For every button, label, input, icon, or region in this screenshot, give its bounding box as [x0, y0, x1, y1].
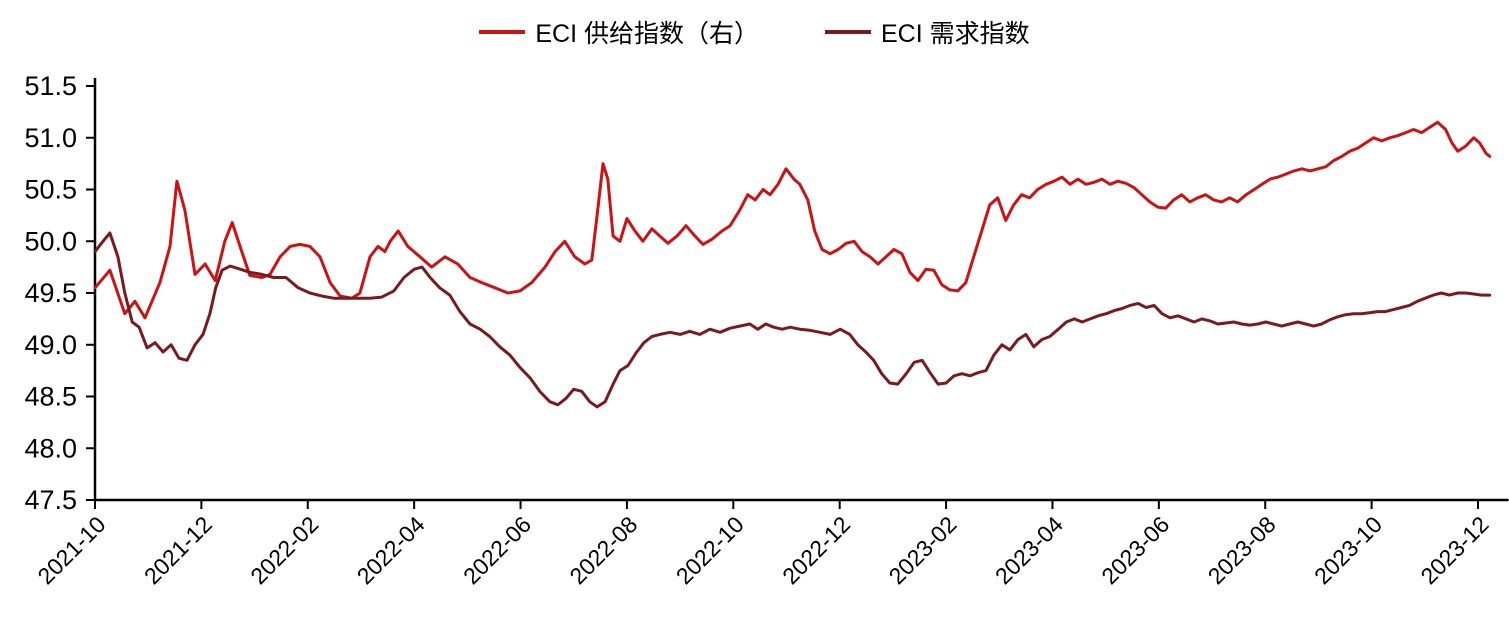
x-axis-label: 2023-12 [1415, 511, 1493, 589]
x-axis-label: 2022-02 [245, 511, 323, 589]
x-axis-label: 2022-06 [458, 511, 536, 589]
x-axis-label: 2022-10 [671, 511, 749, 589]
x-axis-label: 2022-12 [777, 511, 855, 589]
x-axis-label: 2022-04 [352, 511, 430, 589]
legend-item-supply: ECI 供给指数（右） [479, 14, 759, 50]
x-axis-label: 2021-12 [139, 511, 217, 589]
x-axis-label: 2021-10 [32, 511, 110, 589]
y-axis-label: 49.5 [24, 278, 77, 308]
legend-label-demand: ECI 需求指数 [881, 20, 1030, 48]
y-axis-label: 49.0 [24, 330, 77, 360]
y-axis-label: 51.5 [24, 71, 77, 101]
x-axis-label: 2023-10 [1309, 511, 1387, 589]
x-axis-label: 2023-02 [884, 511, 962, 589]
y-axis-label: 51.0 [24, 123, 77, 153]
x-axis-label: 2023-06 [1096, 511, 1174, 589]
x-axis-label: 2023-04 [990, 511, 1068, 589]
demand-line-swatch [825, 30, 871, 34]
y-axis-label: 48.0 [24, 433, 77, 463]
supply-line-swatch [479, 30, 526, 34]
y-axis-label: 47.5 [24, 485, 77, 515]
y-axis-label: 50.5 [24, 175, 77, 205]
chart-legend: ECI 供给指数（右） ECI 需求指数 [0, 14, 1509, 50]
y-axis-label: 48.5 [24, 382, 77, 412]
supply-line-series [93, 120, 1492, 320]
x-axis-label: 2023-08 [1203, 511, 1281, 589]
y-axis-label: 50.0 [24, 226, 77, 256]
legend-label-supply: ECI 供给指数（右） [535, 20, 759, 48]
legend-item-demand: ECI 需求指数 [825, 14, 1030, 50]
demand-line-series [93, 231, 1492, 409]
x-axis-label: 2022-08 [564, 511, 642, 589]
